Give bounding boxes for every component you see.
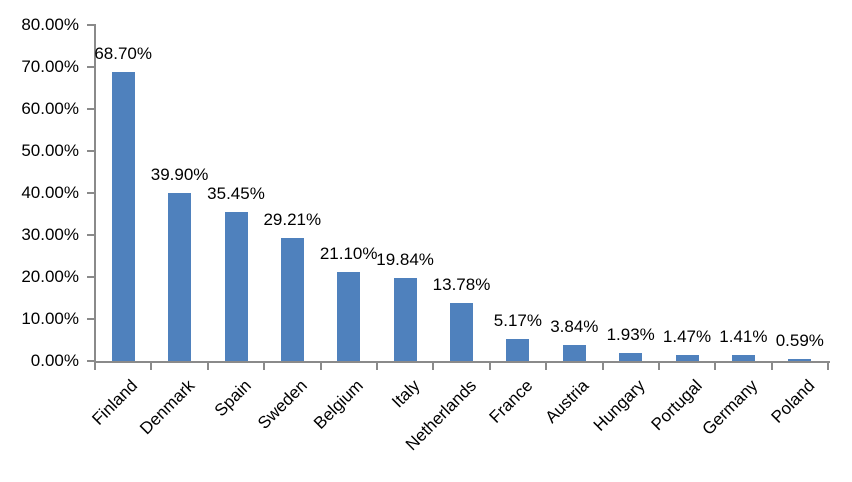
y-axis-tick-label: 50.00%	[21, 141, 79, 160]
y-tick-mark	[87, 108, 94, 110]
y-axis-tick-label: 80.00%	[21, 15, 79, 34]
bar-value-label: 1.47%	[662, 327, 712, 346]
y-tick-mark	[87, 318, 94, 320]
bar-value-label: 19.84%	[376, 250, 434, 269]
bar-value-label: 3.84%	[550, 317, 599, 336]
x-tick-mark	[488, 361, 491, 370]
bar	[224, 212, 248, 361]
bar-value-label: 39.90%	[150, 165, 209, 184]
category-label: Portugal	[647, 376, 706, 435]
bar	[506, 339, 530, 361]
x-tick-mark	[263, 361, 266, 370]
x-tick-mark	[432, 361, 435, 370]
bar	[788, 359, 812, 361]
y-axis-tick-label: 30.00%	[21, 225, 79, 244]
x-tick-mark	[770, 361, 773, 370]
y-axis-tick-label: 40.00%	[21, 183, 79, 202]
bar-value-label: 21.10%	[319, 244, 378, 263]
category-label: Spain	[210, 376, 255, 421]
bar	[111, 72, 135, 361]
y-axis-tick-label: 60.00%	[21, 99, 79, 118]
category-label: Poland	[767, 376, 819, 427]
y-tick-mark	[87, 66, 94, 68]
bar	[450, 303, 473, 361]
category-label: Hungary	[590, 376, 650, 435]
x-tick-mark	[150, 361, 153, 370]
bar	[168, 193, 192, 361]
bar	[562, 345, 586, 361]
y-axis-tick-label: 20.00%	[21, 267, 79, 286]
y-axis-tick-label: 10.00%	[21, 309, 79, 328]
bar	[675, 355, 699, 361]
category-label: Finland	[88, 376, 142, 429]
category-label: Sweden	[253, 376, 311, 433]
y-tick-mark	[87, 360, 94, 362]
bar-value-label: 1.41%	[719, 327, 768, 346]
bar	[393, 278, 417, 361]
y-axis-line	[94, 24, 96, 363]
y-tick-mark	[87, 234, 94, 236]
bar	[619, 353, 643, 361]
y-axis-tick-label: 0.00%	[30, 351, 79, 370]
category-label: Austria	[541, 376, 593, 427]
x-tick-mark	[375, 361, 378, 370]
bar-value-label: 13.78%	[432, 275, 491, 294]
category-label: France	[485, 376, 537, 427]
bar-value-label: 68.70%	[94, 44, 153, 63]
y-tick-mark	[87, 192, 94, 194]
y-tick-mark	[87, 276, 94, 278]
bar-value-label: 35.45%	[207, 184, 265, 203]
bar	[337, 272, 361, 361]
y-tick-mark	[87, 24, 94, 26]
category-label: Italy	[388, 376, 424, 412]
x-tick-mark	[206, 361, 209, 370]
bar-value-label: 1.93%	[606, 325, 655, 344]
bar	[280, 238, 304, 361]
category-label: Belgium	[310, 376, 368, 433]
category-label: Denmark	[135, 376, 199, 439]
bar	[731, 355, 755, 361]
x-tick-mark	[714, 361, 717, 370]
y-tick-mark	[87, 150, 94, 152]
x-tick-mark	[94, 361, 96, 370]
x-tick-mark	[601, 361, 604, 370]
x-tick-mark	[545, 361, 548, 370]
bar-value-label: 29.21%	[263, 210, 322, 229]
x-tick-mark	[657, 361, 660, 370]
category-label: Germany	[698, 376, 762, 439]
x-tick-mark	[827, 361, 829, 370]
x-axis-line	[94, 361, 830, 363]
bar-value-label: 5.17%	[493, 311, 542, 330]
x-tick-mark	[319, 361, 322, 370]
bar-value-label: 0.59%	[775, 331, 824, 350]
y-axis-tick-label: 70.00%	[21, 57, 79, 76]
